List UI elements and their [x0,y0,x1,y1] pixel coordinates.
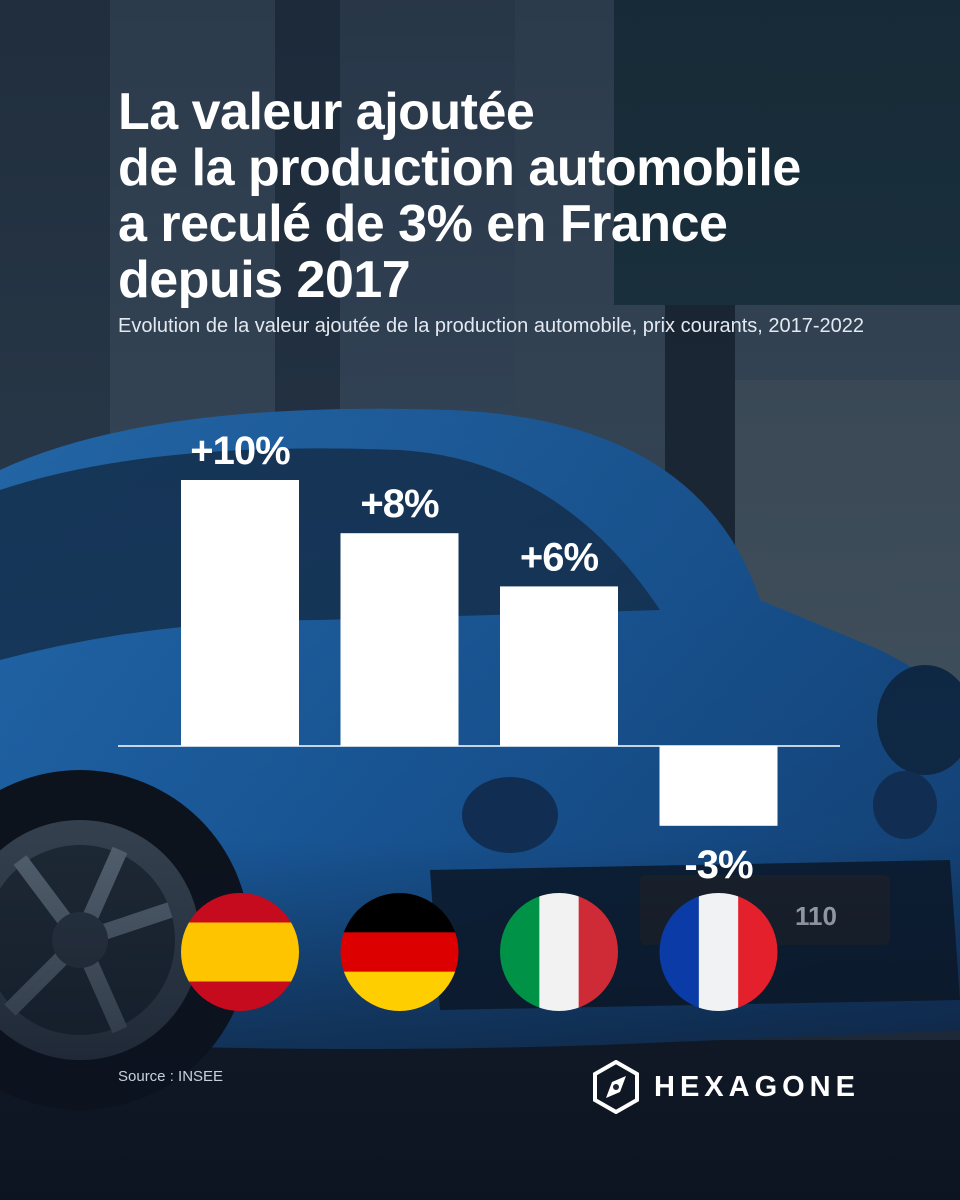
bar-value-label: +8% [360,482,439,526]
title-line: de la production automobile [118,139,801,197]
chart-title: La valeur ajoutée de la production autom… [118,84,918,308]
bar-value-label: +10% [190,429,290,473]
bar-value-label: +6% [520,535,599,579]
title-line: a reculé de 3% en France [118,195,728,253]
chart-subtitle: Evolution de la valeur ajoutée de la pro… [118,315,865,337]
bar-allemagne [340,533,459,746]
hexagone-logo-icon [593,1060,639,1114]
brand-logo: HEXAGONE [592,1060,860,1114]
france-flag-icon [659,893,778,1011]
source-note: Source : INSEE [118,1068,224,1085]
bar-espagne [181,480,299,746]
bar-italie [500,586,618,746]
brand-name: HEXAGONE [654,1070,860,1103]
title-line: La valeur ajoutée [118,83,535,141]
germany-flag-icon [340,893,459,1011]
italy-flag-icon [500,893,618,1011]
bar-france [659,746,778,826]
spain-flag-icon [181,893,299,1011]
title-line: depuis 2017 [118,251,411,309]
bar-value-label: -3% [684,843,753,887]
